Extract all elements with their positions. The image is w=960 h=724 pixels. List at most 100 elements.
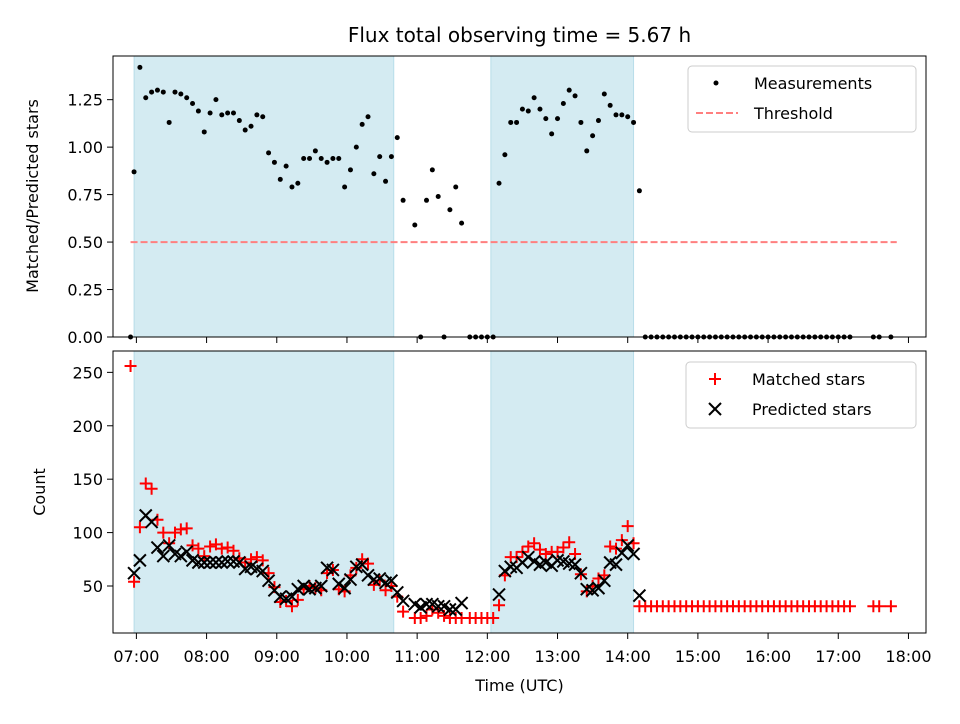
matched-point-7 bbox=[163, 537, 176, 550]
measurement-point-25 bbox=[271, 159, 277, 165]
measurement-point-63 bbox=[502, 152, 508, 158]
top-shaded-intervals bbox=[133, 55, 635, 338]
matched-point-4 bbox=[145, 482, 158, 495]
matched-point-125 bbox=[884, 600, 897, 613]
measurement-point-84 bbox=[625, 114, 631, 120]
predicted-point-13 bbox=[203, 555, 217, 570]
predicted-point-73 bbox=[591, 581, 606, 595]
bottom-y-tick-label-0: 50 bbox=[83, 577, 103, 596]
top-y-tick-label-1: 0.25 bbox=[67, 281, 103, 300]
measurement-point-86 bbox=[636, 188, 642, 194]
measurement-point-24 bbox=[266, 150, 272, 156]
measurement-point-32 bbox=[312, 148, 318, 154]
bottom-x-tick-label-2: 09:00 bbox=[254, 647, 300, 666]
measurement-point-34 bbox=[324, 159, 330, 165]
measurement-point-2 bbox=[137, 64, 143, 70]
measurement-point-7 bbox=[166, 119, 172, 125]
measurement-point-44 bbox=[383, 178, 389, 184]
predicted-point-79 bbox=[626, 547, 641, 561]
matched-point-74 bbox=[563, 536, 576, 549]
measurement-point-16 bbox=[219, 112, 225, 118]
matched-point-1 bbox=[128, 575, 141, 588]
measurement-point-11 bbox=[190, 100, 196, 106]
measurement-point-71 bbox=[549, 131, 555, 137]
predicted-point-45 bbox=[390, 585, 404, 600]
measurement-point-33 bbox=[318, 156, 324, 162]
predicted-point-1 bbox=[133, 553, 147, 568]
legend-threshold-label: Threshold bbox=[753, 104, 833, 123]
measurement-point-81 bbox=[607, 102, 613, 108]
matched-point-124 bbox=[873, 600, 886, 613]
measurement-point-28 bbox=[289, 184, 295, 190]
predicted-point-8 bbox=[174, 549, 188, 563]
measurement-point-66 bbox=[519, 106, 525, 112]
predicted-point-4 bbox=[150, 540, 165, 555]
matched-point-14 bbox=[204, 540, 217, 553]
bottom-legend-box bbox=[685, 361, 917, 429]
predicted-point-39 bbox=[355, 557, 369, 572]
measurement-point-52 bbox=[435, 194, 441, 199]
matched-point-6 bbox=[157, 526, 170, 539]
measurement-point-10 bbox=[184, 95, 190, 101]
measurement-point-17 bbox=[225, 110, 231, 116]
predicted-point-61 bbox=[521, 550, 535, 564]
bottom-x-tick-label-11: 18:00 bbox=[885, 647, 931, 666]
predicted-point-51 bbox=[431, 599, 445, 614]
matched-point-2 bbox=[133, 521, 146, 534]
matched-point-9 bbox=[174, 523, 187, 536]
measurement-point-20 bbox=[242, 127, 248, 133]
top-y-axis: 0.00 0.25 0.50 0.75 1.00 1.25 bbox=[67, 91, 113, 347]
measurement-point-41 bbox=[365, 114, 371, 120]
matched-point-82 bbox=[610, 542, 623, 555]
measurement-point-83 bbox=[619, 112, 625, 118]
measurement-point-26 bbox=[277, 176, 283, 182]
predicted-point-53 bbox=[443, 602, 457, 617]
matched-point-18 bbox=[227, 544, 240, 557]
measurement-point-45 bbox=[388, 154, 394, 160]
measurement-point-4 bbox=[149, 89, 155, 95]
measurement-point-65 bbox=[514, 119, 520, 125]
measurement-point-5 bbox=[154, 87, 160, 93]
matched-point-73 bbox=[557, 541, 570, 554]
legend-measurements-marker bbox=[713, 80, 719, 86]
predicted-point-16 bbox=[220, 554, 235, 569]
bottom-y-tick-label-2: 150 bbox=[72, 470, 103, 489]
measurement-point-38 bbox=[347, 167, 353, 173]
top-legend-box bbox=[687, 65, 917, 133]
predicted-point-69 bbox=[568, 557, 582, 572]
bottom-y-axis-label: Count bbox=[30, 468, 49, 516]
measurement-point-47 bbox=[400, 197, 406, 203]
measurement-point-64 bbox=[508, 119, 514, 125]
top-y-tick-label-2: 0.50 bbox=[67, 233, 103, 252]
bottom-x-tick-label-4: 11:00 bbox=[394, 647, 440, 666]
bottom-x-tick-label-10: 17:00 bbox=[815, 647, 861, 666]
measurement-point-35 bbox=[330, 156, 336, 162]
predicted-point-74 bbox=[597, 573, 612, 588]
measurement-point-36 bbox=[336, 156, 342, 162]
matched-point-47 bbox=[397, 605, 410, 618]
measurement-point-30 bbox=[301, 156, 307, 162]
matched-point-0 bbox=[124, 359, 137, 372]
predicted-point-57 bbox=[498, 564, 512, 578]
bottom-x-axis-label: Time (UTC) bbox=[474, 676, 563, 695]
measurement-point-1 bbox=[131, 169, 137, 175]
predicted-point-32 bbox=[314, 579, 328, 593]
bottom-y-tick-label-1: 100 bbox=[72, 524, 103, 543]
predicted-point-46 bbox=[396, 594, 410, 608]
measurement-point-51 bbox=[429, 167, 435, 173]
matched-point-12 bbox=[192, 542, 205, 555]
measurement-point-69 bbox=[537, 106, 543, 112]
top-y-tick-label-5: 1.25 bbox=[67, 91, 103, 110]
predicted-point-70 bbox=[574, 566, 588, 580]
matched-point-49 bbox=[414, 612, 427, 625]
bottom-shaded-interval-1 bbox=[490, 350, 635, 634]
measurement-point-29 bbox=[295, 180, 301, 186]
top-legend: Measurements Threshold bbox=[687, 65, 917, 133]
matched-point-16 bbox=[215, 542, 228, 555]
predicted-point-80 bbox=[632, 588, 647, 603]
matched-point-10 bbox=[180, 522, 193, 535]
predicted-point-78 bbox=[620, 538, 635, 553]
predicted-point-11 bbox=[191, 555, 206, 570]
measurement-point-70 bbox=[543, 116, 549, 122]
